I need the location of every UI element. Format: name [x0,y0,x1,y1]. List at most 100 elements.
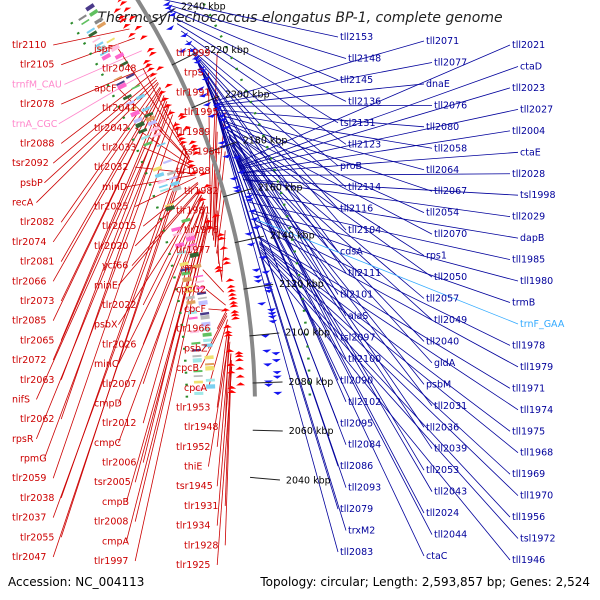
forward-gene-arrow [203,219,213,224]
forward-gene-arrow [227,292,237,297]
reverse-gene-arrow [263,285,273,290]
forward-gene-arrow [236,382,246,386]
forward-gene-arrow [119,18,128,24]
forward-gene-label: tlr2065 [20,335,54,346]
reverse-gene-label: tsl1972 [520,534,556,545]
reverse-gene-label: tll2054 [426,208,459,219]
reverse-gene-label: tll2116 [340,204,373,215]
tick-marks: 2240 kbp 2220 kbp 2200 kbp 2180 kbp 2160 kbp… [149,2,333,486]
leader-line [200,69,347,360]
reverse-gene-arrow [201,75,210,81]
forward-gene-label: tlr1948 [184,422,218,433]
forward-gene-label: tlr1999 [176,48,210,59]
feature-block [135,93,146,101]
feature-block [152,165,163,172]
reverse-gene-label: tll2044 [434,530,467,541]
forward-gene-arrow [177,113,186,118]
leader-line [142,194,202,345]
leader-line [52,98,167,361]
leader-line [216,310,227,329]
reverse-gene-label: psbM [426,379,451,390]
forward-gene-arrow [179,140,188,146]
tick-label: 2180 kbp [243,136,288,147]
reverse-gene-label: tll2086 [340,461,373,472]
leader-line [205,288,226,306]
leader-line [165,3,347,59]
reverse-gene-label: tll2148 [348,53,381,64]
forward-gene-label: minE [94,280,118,291]
reverse-gene-label: dapB [520,233,544,244]
forward-gene-label: tlr1995 [184,107,218,118]
forward-gene-label: thiE [184,462,202,473]
reverse-gene-label: tll1974 [520,405,553,416]
forward-gene-arrow [123,7,132,13]
forward-gene-label: tlr1997 [94,556,128,567]
feature-block [125,99,135,107]
forward-gene-label: tlr1982 [184,186,218,197]
reverse-gene-label: rps1 [426,251,447,262]
reverse-gene-label: ctaD [520,61,542,72]
reverse-gene-arrow [233,188,242,193]
forward-gene-label: apcF [94,83,117,94]
feature-block [99,50,109,57]
leader-line [202,269,225,293]
feature-block [158,183,168,189]
forward-gene-label: tlr2025 [94,202,128,213]
reverse-gene-label: tll2104 [348,225,381,236]
reverse-gene-arrow [237,169,246,174]
forward-gene-label: tlr2110 [12,40,46,51]
leader-line [253,219,511,346]
leader-line [214,171,218,248]
feature-block [185,235,196,242]
reverse-gene-label: trnF_GAA [520,319,565,330]
reverse-gene-label: tll2004 [512,126,545,137]
feature-block [162,159,173,165]
reverse-gene-label: tll2093 [348,483,381,494]
feature-block [110,43,121,53]
forward-gene-label: trnA_CGC [12,119,58,130]
leader-line [134,183,199,247]
leader-line [208,319,228,388]
feature-block [96,44,106,52]
forward-gene-arrow [230,310,240,314]
forward-gene-label: tsr2005 [94,477,131,488]
reverse-gene-arrow [268,319,278,324]
feature-block [157,178,167,185]
leader-line [180,30,347,145]
forward-gene-arrow [195,190,205,195]
leader-line [173,17,347,102]
leader-line [222,120,433,192]
feature-block [154,172,165,179]
leader-line [214,151,226,248]
forward-gene-arrow [164,83,173,89]
feature-block [88,30,98,38]
reverse-gene-label: tll1975 [512,426,545,437]
reverse-gene-arrow [251,268,261,272]
reverse-gene-arrow [263,363,273,367]
reverse-gene-label: tll1979 [520,362,553,373]
reverse-gene-label: tll2028 [512,169,545,180]
feature-block [181,270,191,276]
leader-line [236,159,433,535]
forward-gene-arrow [178,115,188,120]
reverse-gene-label: tll1985 [512,255,545,266]
feature-block [141,105,151,113]
reverse-gene-arrow [218,117,228,122]
feature-block [85,3,95,12]
forward-gene-label: tlr2012 [102,418,136,429]
forward-gene-arrow [134,25,143,31]
feature-block [184,231,195,238]
forward-gene-arrow [227,385,237,389]
reverse-gene-label: tll2153 [340,32,373,43]
feature-block [172,231,182,237]
forward-gene-label: tlr2015 [102,221,136,232]
reverse-gene-arrow [166,25,174,30]
forward-gene-arrow [229,304,239,308]
feature-block [181,217,191,224]
forward-gene-arrow [187,164,196,169]
leader-line [251,210,519,282]
feature-block [165,205,175,212]
leader-line [215,62,433,105]
reverse-gene-label: tll2024 [426,508,459,519]
tick-label: 2160 kbp [258,183,303,194]
